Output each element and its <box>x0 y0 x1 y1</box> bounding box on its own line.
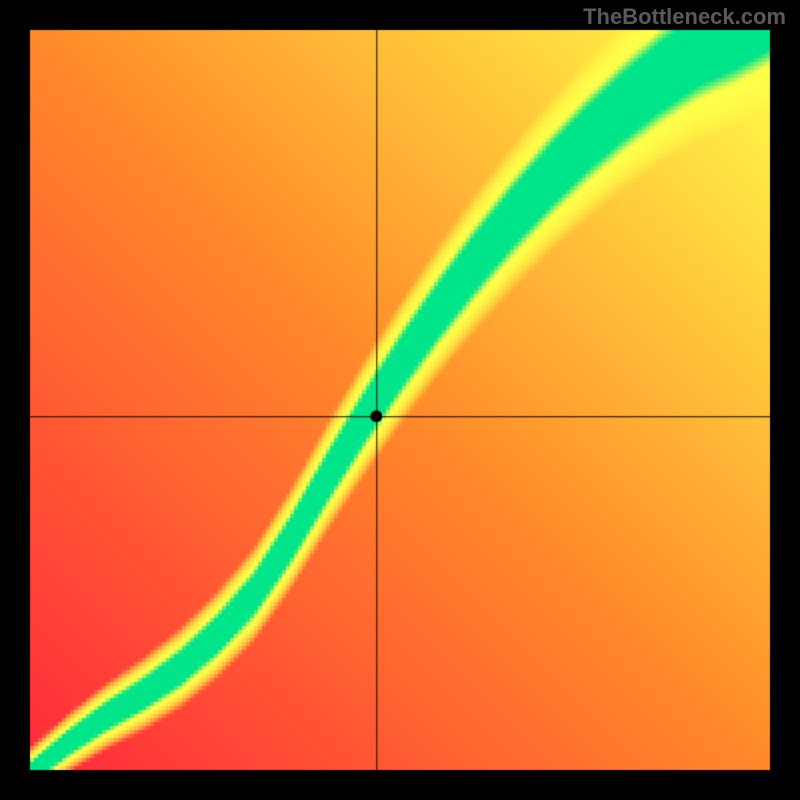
watermark-text: TheBottleneck.com <box>583 4 786 30</box>
bottleneck-heatmap <box>0 0 800 800</box>
chart-container: TheBottleneck.com <box>0 0 800 800</box>
